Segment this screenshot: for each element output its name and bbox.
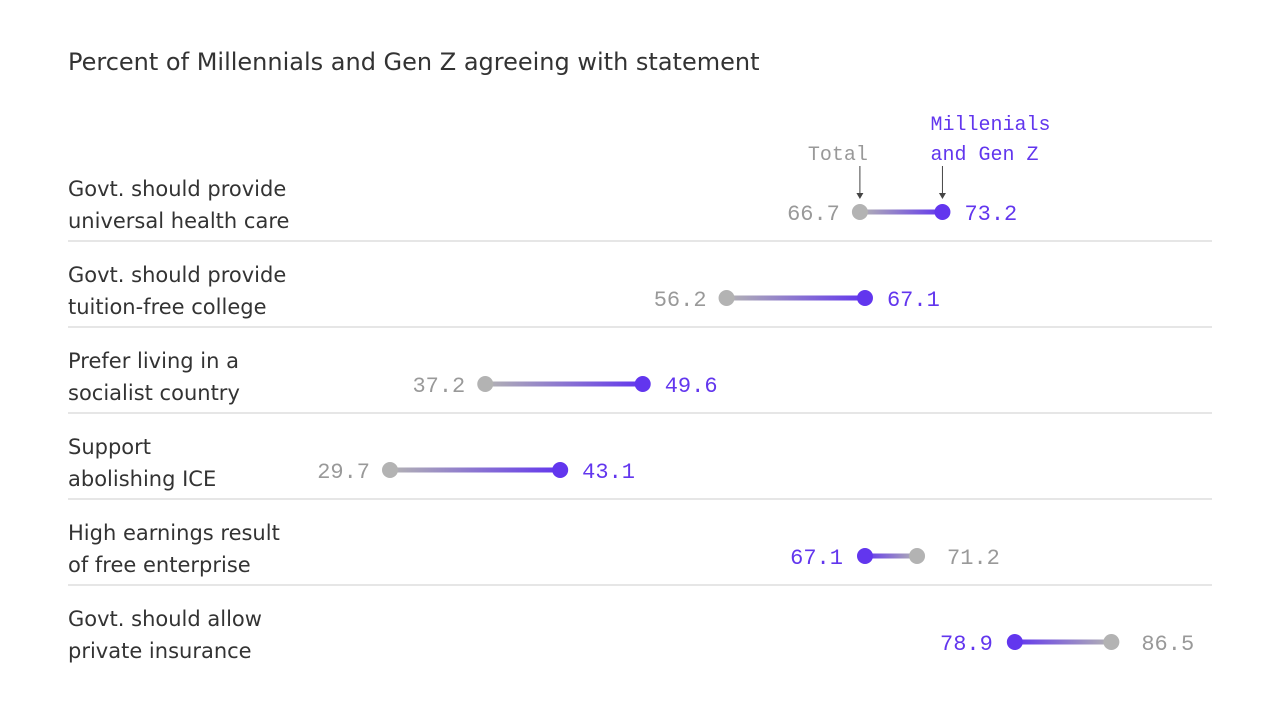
mgz-dot [934, 204, 951, 220]
mgz-dot [1006, 634, 1023, 650]
total-value-label: 37.2 [412, 374, 465, 399]
total-value-label: 86.5 [1141, 632, 1194, 657]
row-label-line2: tuition-free college [68, 295, 267, 319]
legend-mgz-label: and Gen Z [930, 144, 1038, 167]
mgz-value-label: 49.6 [665, 374, 718, 399]
mgz-dot [634, 376, 651, 392]
legend-total-label: Total [808, 144, 868, 167]
legend-mgz-label: Millenials [930, 114, 1050, 137]
total-dot [909, 548, 926, 564]
total-value-label: 71.2 [947, 546, 1000, 571]
row-label-line2: of free enterprise [68, 553, 251, 577]
mgz-value-label: 43.1 [582, 460, 635, 485]
row-label-line1: High earnings result [68, 521, 280, 545]
row-label-line1: Prefer living in a [68, 349, 239, 373]
mgz-dot [856, 290, 873, 306]
chart-title: Percent of Millennials and Gen Z agreein… [68, 48, 760, 76]
total-value-label: 29.7 [317, 460, 370, 485]
total-value-label: 66.7 [787, 202, 840, 227]
row-label-line1: Govt. should provide [68, 177, 286, 201]
chart-row: Govt. should provide tuition-free college… [68, 263, 1212, 328]
row-label-line1: Support [68, 435, 151, 459]
row-label-line2: universal health care [68, 209, 289, 233]
mgz-dot [552, 462, 569, 478]
legend-arrow [938, 166, 946, 199]
row-label-line2: abolishing ICE [68, 467, 216, 491]
legend-arrow [856, 166, 864, 199]
mgz-value-label: 67.1 [887, 288, 940, 313]
total-dot [718, 290, 735, 306]
total-dot [477, 376, 494, 392]
mgz-dot [856, 548, 873, 564]
total-dot [382, 462, 398, 478]
chart-row: High earnings result of free enterprise 71… [68, 521, 1212, 586]
chart-row: Prefer living in a socialist country 37.2 4… [68, 349, 1212, 414]
row-label-line1: Govt. should allow [68, 607, 262, 631]
total-value-label: 56.2 [654, 288, 707, 313]
total-dot [851, 204, 868, 220]
row-label-line2: private insurance [68, 639, 252, 663]
mgz-value-label: 73.2 [964, 202, 1017, 227]
chart-row: Support abolishing ICE 29.7 43.1 [68, 435, 1212, 500]
chart-row: Govt. should allow private insurance 86.5 7… [68, 607, 1194, 663]
row-label-line1: Govt. should provide [68, 263, 286, 287]
chart-row: Govt. should provide universal health car… [68, 177, 1212, 242]
row-label-line2: socialist country [68, 381, 240, 405]
mgz-value-label: 67.1 [790, 546, 843, 571]
total-dot [1103, 634, 1120, 650]
mgz-value-label: 78.9 [940, 632, 993, 657]
